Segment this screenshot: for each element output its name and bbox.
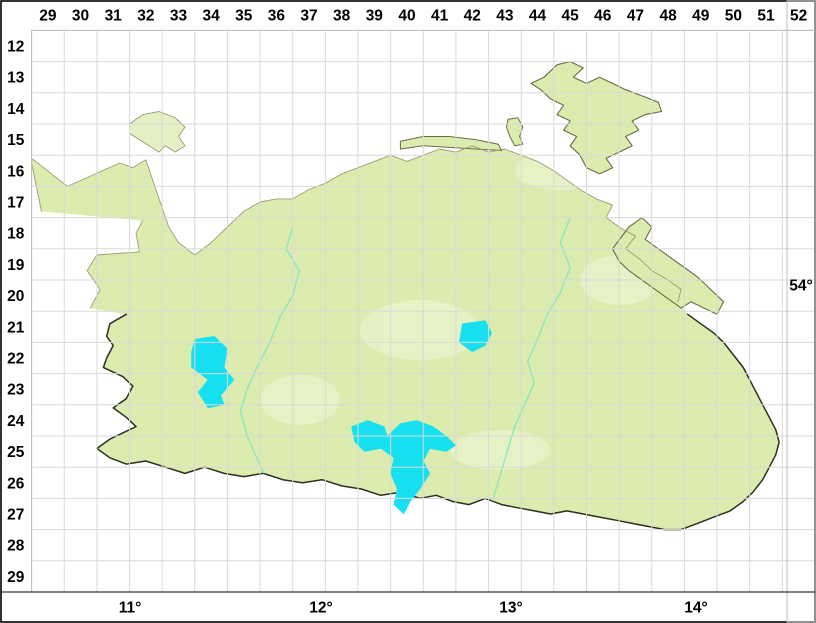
svg-text:24: 24 — [7, 413, 25, 430]
svg-text:16: 16 — [7, 163, 25, 180]
svg-text:14°: 14° — [684, 600, 707, 617]
svg-text:40: 40 — [398, 8, 415, 25]
svg-text:50: 50 — [725, 8, 742, 25]
svg-text:44: 44 — [529, 8, 547, 25]
svg-text:32: 32 — [137, 8, 154, 25]
svg-text:48: 48 — [659, 8, 677, 25]
svg-text:12°: 12° — [309, 600, 332, 617]
svg-text:12: 12 — [7, 39, 24, 56]
svg-text:23: 23 — [7, 382, 25, 399]
svg-text:11°: 11° — [119, 600, 142, 617]
svg-text:38: 38 — [333, 8, 351, 25]
svg-text:14: 14 — [7, 101, 25, 118]
svg-text:31: 31 — [105, 8, 123, 25]
svg-text:47: 47 — [627, 8, 644, 25]
svg-text:52: 52 — [790, 8, 807, 25]
svg-text:39: 39 — [366, 8, 384, 25]
svg-text:29: 29 — [39, 8, 57, 25]
svg-text:13: 13 — [7, 70, 25, 87]
svg-text:36: 36 — [268, 8, 286, 25]
svg-text:46: 46 — [594, 8, 612, 25]
svg-text:17: 17 — [7, 195, 24, 212]
svg-text:25: 25 — [7, 444, 25, 461]
svg-text:45: 45 — [562, 8, 580, 25]
svg-text:21: 21 — [7, 319, 25, 336]
svg-text:26: 26 — [7, 475, 25, 492]
svg-text:30: 30 — [72, 8, 89, 25]
svg-text:20: 20 — [7, 288, 24, 305]
svg-text:29: 29 — [7, 569, 25, 586]
svg-text:37: 37 — [300, 8, 317, 25]
svg-text:49: 49 — [692, 8, 710, 25]
svg-text:42: 42 — [464, 8, 481, 25]
svg-text:41: 41 — [431, 8, 449, 25]
svg-text:13°: 13° — [499, 600, 522, 617]
svg-text:15: 15 — [7, 132, 25, 149]
svg-text:19: 19 — [7, 257, 25, 274]
svg-text:43: 43 — [496, 8, 514, 25]
svg-text:54°: 54° — [789, 278, 812, 295]
svg-text:51: 51 — [757, 8, 775, 25]
svg-text:35: 35 — [235, 8, 253, 25]
svg-text:27: 27 — [7, 507, 24, 524]
svg-text:18: 18 — [7, 226, 25, 243]
svg-text:28: 28 — [7, 538, 25, 555]
svg-text:33: 33 — [170, 8, 188, 25]
svg-text:34: 34 — [202, 8, 220, 25]
svg-text:22: 22 — [7, 351, 24, 368]
